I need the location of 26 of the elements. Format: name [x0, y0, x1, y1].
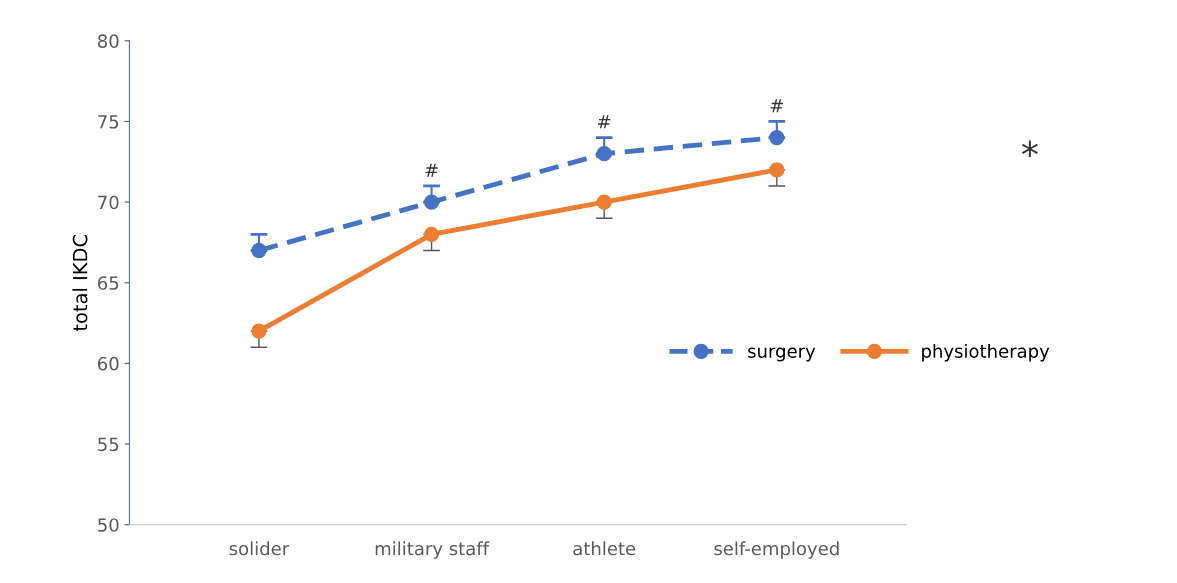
annotation: # — [598, 115, 611, 129]
x-tick-label: athlete — [573, 541, 636, 556]
x-tick-label: military staff — [375, 541, 490, 559]
legend-label: physiotherapy — [922, 343, 1050, 362]
text: * — [1021, 140, 1038, 158]
point — [769, 162, 785, 178]
y-tick-label: 65 — [98, 276, 119, 290]
point — [596, 146, 612, 162]
annotation: # — [770, 99, 783, 113]
y-tick-label: 60 — [98, 356, 119, 371]
point — [423, 226, 440, 243]
annotation: # — [425, 163, 438, 177]
y-tick-label: 70 — [98, 195, 119, 210]
point — [251, 242, 267, 259]
x-tick-label: solider — [229, 541, 290, 556]
point — [251, 323, 267, 339]
y-tick-label: 50 — [98, 518, 119, 532]
point — [423, 194, 440, 210]
point — [596, 194, 612, 210]
point — [769, 129, 785, 146]
legend-label: surgery — [748, 347, 816, 362]
y-axis-title: total IKDC — [72, 234, 88, 332]
y-tick-label: 80 — [98, 34, 119, 48]
y-tick-label: 75 — [98, 115, 119, 129]
x-tick-label: self-employed — [714, 541, 839, 559]
y-tick-label: 55 — [98, 437, 119, 452]
